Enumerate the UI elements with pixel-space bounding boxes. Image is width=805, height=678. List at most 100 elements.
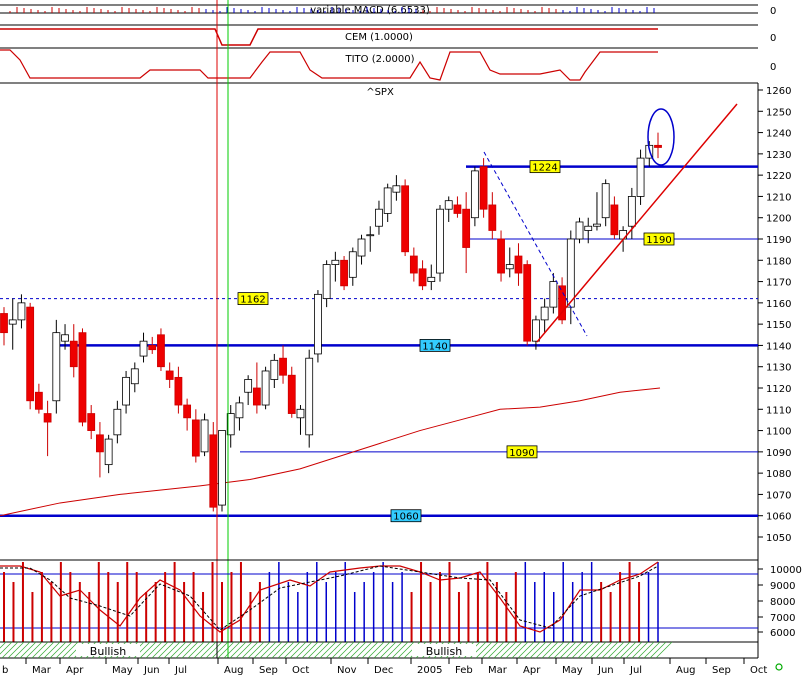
price-tick-label: 1170: [766, 278, 791, 289]
candle-body: [436, 208, 444, 274]
hatch-line: [313, 641, 331, 659]
price-tick-label: 1190: [766, 235, 791, 246]
hatch-line: [511, 641, 529, 659]
candle-body: [52, 332, 61, 402]
candle: [8, 298, 17, 350]
hatch-line: [637, 641, 655, 659]
hatch-line: [493, 641, 511, 659]
hatch-line: [355, 641, 373, 659]
candle-body: [61, 334, 69, 342]
hatch-line: [631, 641, 649, 659]
hatch-line: [577, 641, 595, 659]
macd-label: variable MACD (6.6533): [310, 5, 430, 16]
candle-body: [139, 340, 148, 357]
hatch-line: [307, 641, 325, 659]
hatch-line: [643, 641, 661, 659]
candle-body: [470, 170, 479, 219]
candle: [165, 362, 174, 388]
candle: [558, 277, 566, 325]
price-tick-label: 1210: [766, 192, 791, 203]
candle: [148, 336, 157, 354]
hatch-line: [547, 641, 565, 659]
bullish-label-1: Bullish: [90, 645, 126, 658]
hatch-line: [199, 641, 217, 659]
x-axis-label: Dec: [374, 665, 393, 676]
candle-body: [322, 264, 331, 299]
x-axis-label: Jun: [597, 665, 614, 676]
candle: [279, 345, 287, 384]
bullish-label-bg: [412, 644, 476, 656]
hatch-line: [217, 641, 235, 659]
hatch-line: [55, 641, 73, 659]
hatch-line: [385, 641, 403, 659]
x-axis-label: Apr: [523, 665, 541, 676]
candle: [69, 324, 78, 378]
hatch-line: [277, 641, 295, 659]
candle-body: [357, 238, 366, 257]
candle: [357, 234, 366, 265]
candle-body: [348, 251, 357, 278]
price-tick-label: 1160: [766, 299, 791, 310]
candle-body: [488, 204, 497, 231]
candle: [392, 175, 401, 201]
hatch-line: [145, 641, 163, 659]
candle: [218, 430, 226, 512]
bullish-label-bg: [76, 644, 140, 656]
hatch-line: [553, 641, 571, 659]
candle-body: [122, 376, 130, 406]
level-tag-label: 1090: [509, 448, 534, 459]
candle: [540, 298, 549, 333]
candle: [43, 400, 52, 457]
candle: [0, 307, 8, 346]
candle: [139, 332, 148, 363]
hatch-line: [607, 641, 625, 659]
candle: [601, 179, 610, 227]
candle: [340, 256, 348, 291]
price-tick-label: 1080: [766, 469, 791, 480]
candle: [191, 409, 200, 463]
candle: [296, 405, 305, 435]
hatch-line: [331, 641, 349, 659]
candle: [130, 362, 139, 393]
x-axis-label: May: [562, 665, 583, 676]
hatch-line: [163, 641, 181, 659]
price-tick-label: 1050: [766, 533, 791, 544]
hatch-line: [37, 641, 55, 659]
candle-body: [375, 208, 383, 227]
uptrend-line: [536, 103, 738, 343]
candle-body: [305, 357, 314, 436]
hatch-line: [325, 641, 343, 659]
candle-body: [462, 208, 471, 248]
candle: [549, 273, 558, 314]
hatch-line: [649, 641, 667, 659]
hatch-line: [373, 641, 391, 659]
price-tick-label: 1230: [766, 150, 791, 161]
hatch-line: [295, 641, 313, 659]
candle: [654, 132, 662, 159]
x-axis-label: b: [2, 665, 8, 676]
candle-body: [593, 223, 601, 227]
candle: [244, 375, 253, 406]
candle: [322, 260, 331, 308]
x-axis-label: Oct: [292, 665, 309, 676]
hatch-line: [43, 641, 61, 659]
candle: [514, 243, 523, 286]
candle-body: [8, 319, 17, 325]
price-tick-label: 1070: [766, 490, 791, 501]
candle-body: [505, 264, 514, 270]
moving-average-line: [0, 387, 661, 517]
candle-body: [366, 234, 375, 237]
hatch-line: [7, 641, 25, 659]
hatch-line: [397, 641, 415, 659]
level-tag-1140: [419, 339, 451, 352]
candle-body: [392, 185, 401, 193]
hatch-line: [241, 641, 259, 659]
hatch-line: [1, 641, 19, 659]
x-axis-label: Sep: [712, 665, 731, 676]
price-tick-label: 1260: [766, 86, 791, 97]
candle-body: [549, 281, 558, 308]
x-axis-label: Aug: [224, 665, 244, 676]
candle-body: [17, 302, 26, 321]
hatch-line: [157, 641, 175, 659]
